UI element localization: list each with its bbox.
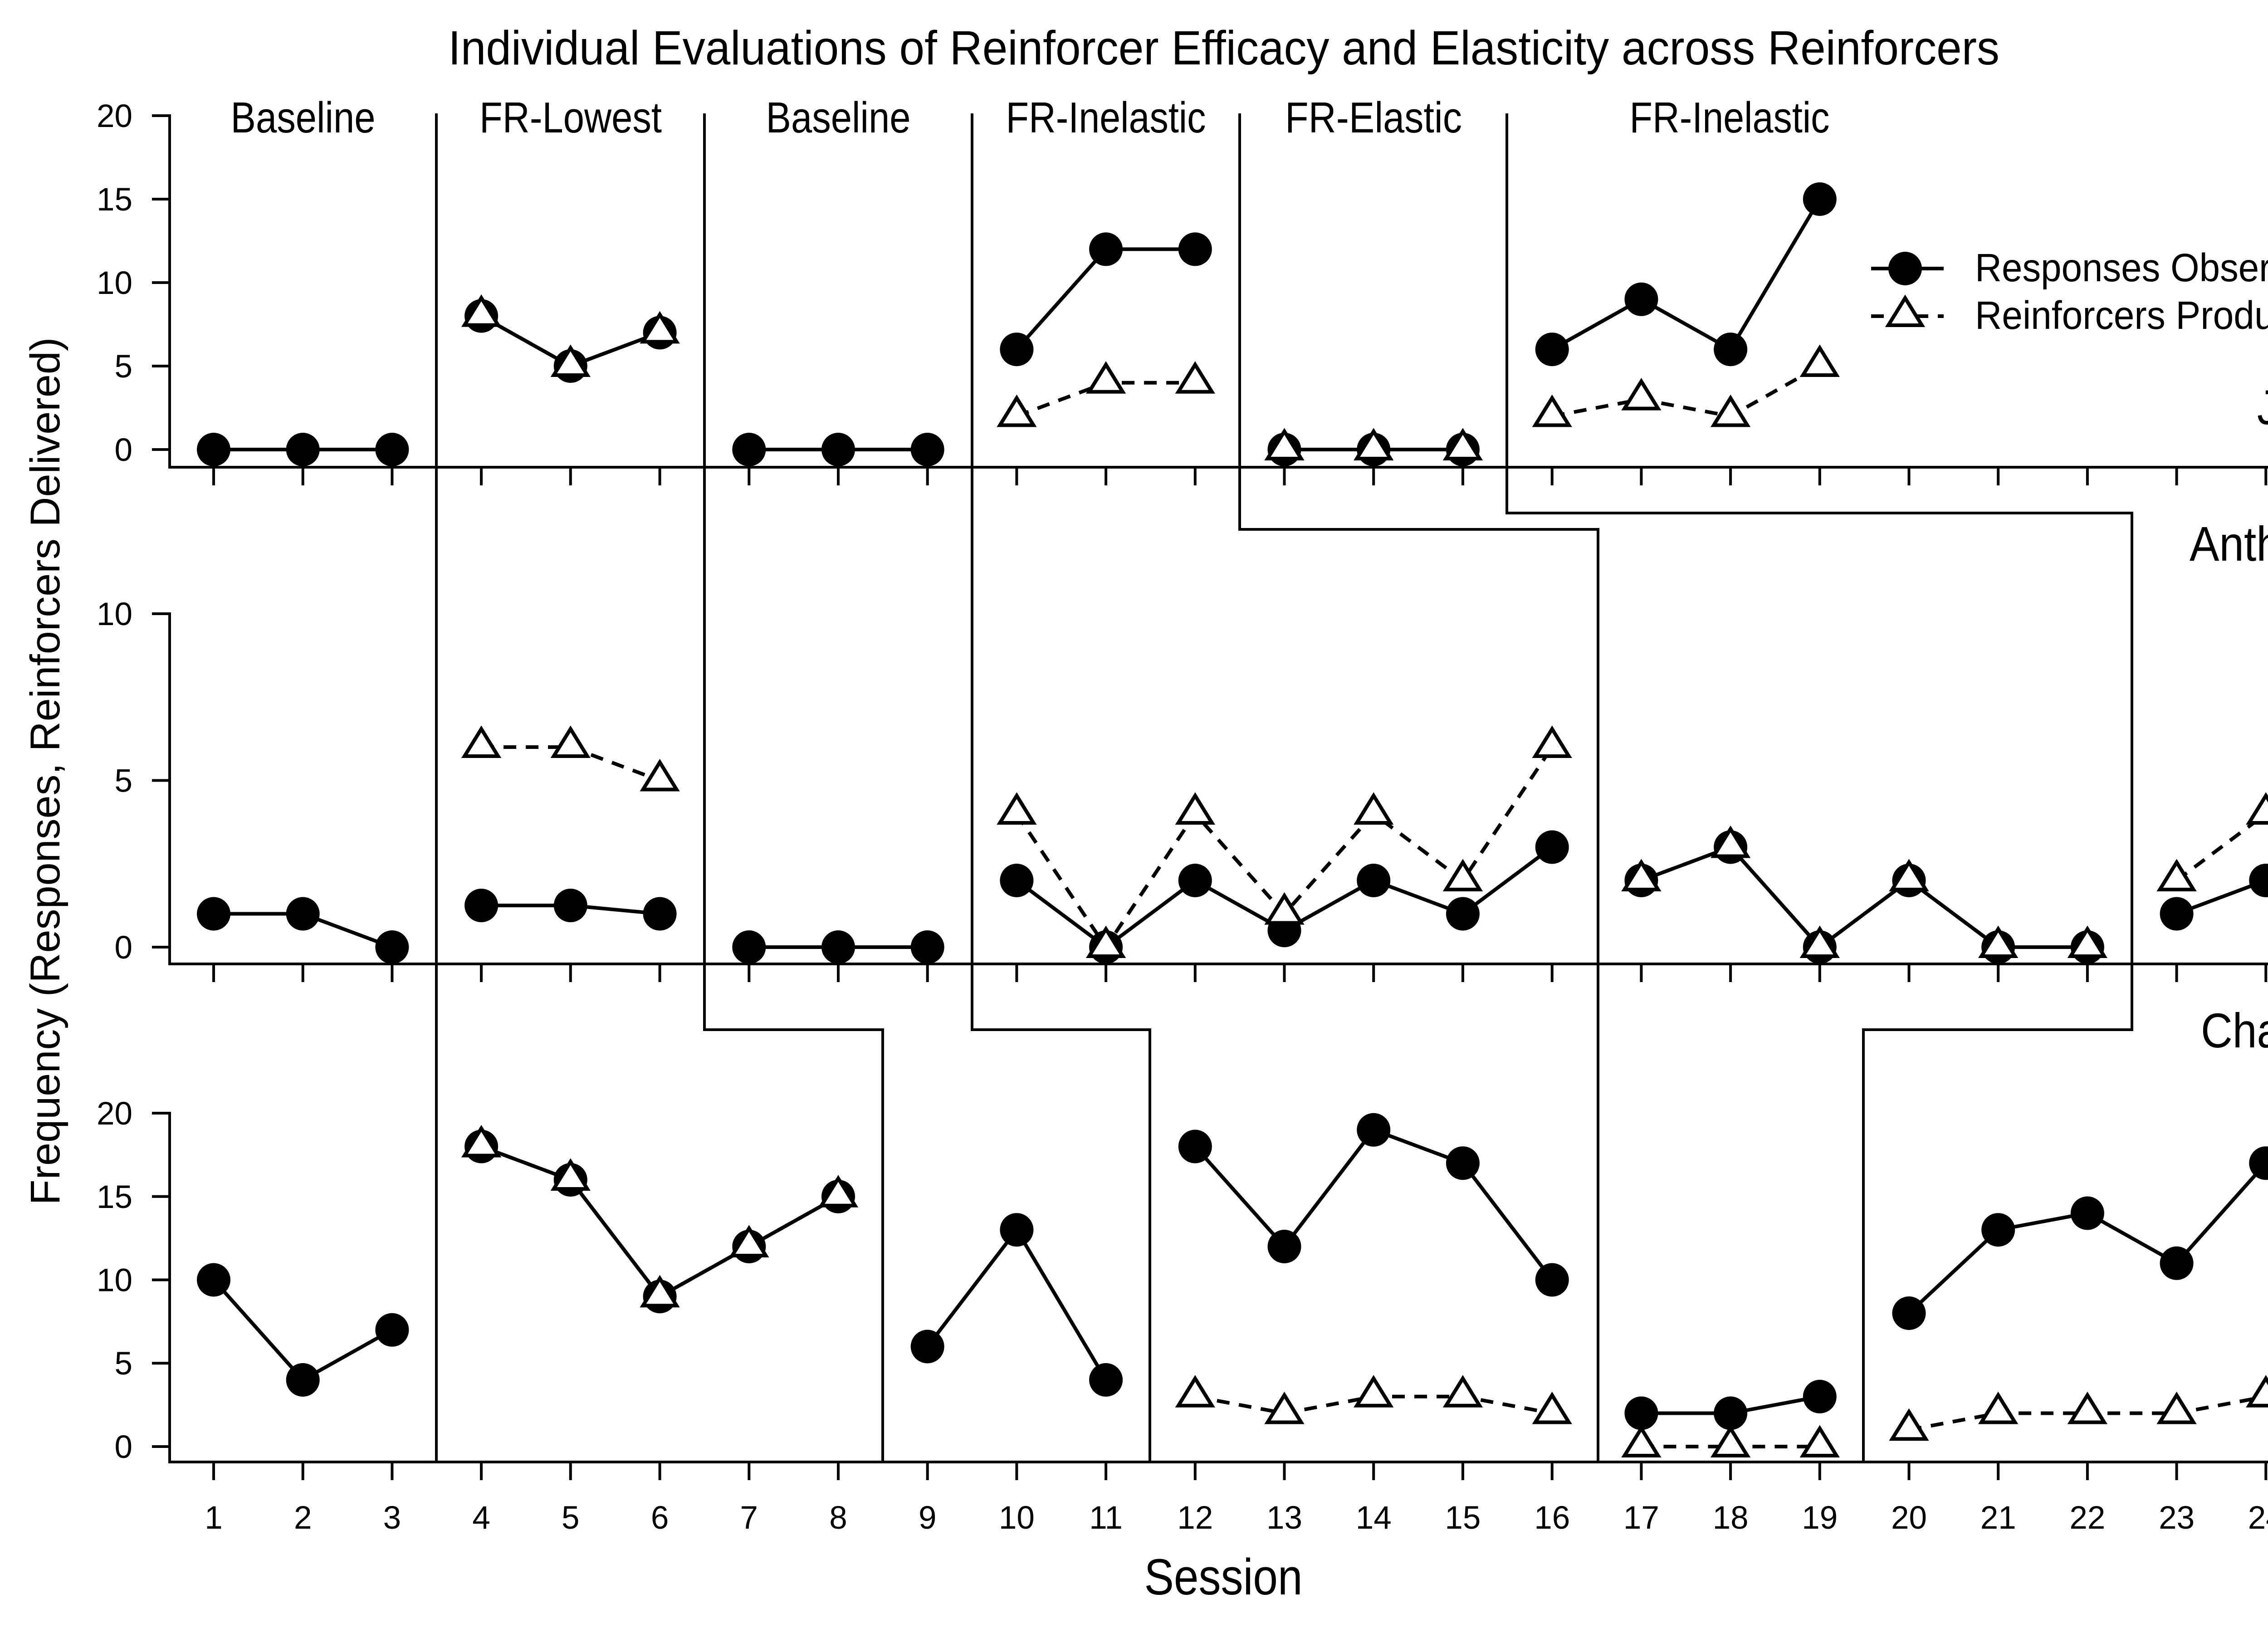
svg-text:5: 5: [115, 763, 133, 799]
svg-text:10: 10: [97, 265, 132, 301]
svg-text:13: 13: [1266, 1500, 1302, 1536]
svg-text:8: 8: [829, 1500, 847, 1536]
svg-text:7: 7: [740, 1500, 758, 1536]
svg-text:0: 0: [115, 930, 133, 966]
svg-text:9: 9: [919, 1500, 937, 1536]
svg-text:18: 18: [1713, 1500, 1749, 1536]
svg-text:4: 4: [472, 1500, 490, 1536]
svg-text:12: 12: [1177, 1500, 1213, 1536]
svg-text:15: 15: [1445, 1500, 1481, 1536]
svg-text:19: 19: [1802, 1500, 1838, 1536]
svg-text:John: John: [2257, 380, 2268, 435]
svg-text:16: 16: [1534, 1500, 1570, 1536]
svg-text:5: 5: [562, 1500, 580, 1536]
svg-text:5: 5: [115, 349, 133, 385]
svg-text:17: 17: [1623, 1500, 1659, 1536]
svg-text:FR-Inelastic: FR-Inelastic: [1006, 93, 1206, 142]
svg-text:Charles: Charles: [2201, 1003, 2268, 1058]
svg-text:0: 0: [115, 1429, 133, 1465]
svg-text:10: 10: [97, 1263, 132, 1299]
svg-text:23: 23: [2159, 1500, 2195, 1536]
svg-text:Frequency (Responses, Reinforc: Frequency (Responses, Reinforcers Delive…: [22, 337, 68, 1205]
svg-text:FR-Elastic: FR-Elastic: [1285, 93, 1462, 142]
svg-text:Anthony: Anthony: [2190, 516, 2268, 571]
svg-text:15: 15: [97, 182, 132, 218]
svg-text:FR-Lowest: FR-Lowest: [479, 93, 662, 142]
svg-text:Baseline: Baseline: [231, 93, 376, 142]
svg-text:Session: Session: [1144, 1549, 1303, 1605]
svg-text:14: 14: [1356, 1500, 1392, 1536]
svg-text:10: 10: [999, 1500, 1035, 1536]
svg-text:15: 15: [97, 1179, 132, 1215]
svg-text:5: 5: [115, 1346, 133, 1382]
svg-text:FR-Inelastic: FR-Inelastic: [1630, 93, 1830, 142]
svg-text:20: 20: [97, 98, 132, 134]
svg-text:Baseline: Baseline: [766, 93, 911, 142]
svg-text:24: 24: [2248, 1500, 2268, 1536]
svg-text:Reinforcers Produced: Reinforcers Produced: [1975, 293, 2268, 337]
svg-text:21: 21: [1980, 1500, 2016, 1536]
svg-text:Responses Observed: Responses Observed: [1975, 246, 2268, 290]
svg-text:6: 6: [651, 1500, 669, 1536]
svg-text:3: 3: [383, 1500, 401, 1536]
svg-text:0: 0: [115, 432, 133, 468]
svg-text:1: 1: [205, 1500, 223, 1536]
svg-text:20: 20: [97, 1096, 132, 1132]
svg-text:20: 20: [1891, 1500, 1927, 1536]
svg-text:Individual Evaluations of Rein: Individual Evaluations of Reinforcer Eff…: [448, 21, 1999, 75]
svg-text:22: 22: [2069, 1500, 2105, 1536]
svg-text:11: 11: [1089, 1500, 1123, 1536]
svg-text:2: 2: [294, 1500, 312, 1536]
svg-text:10: 10: [97, 596, 132, 632]
